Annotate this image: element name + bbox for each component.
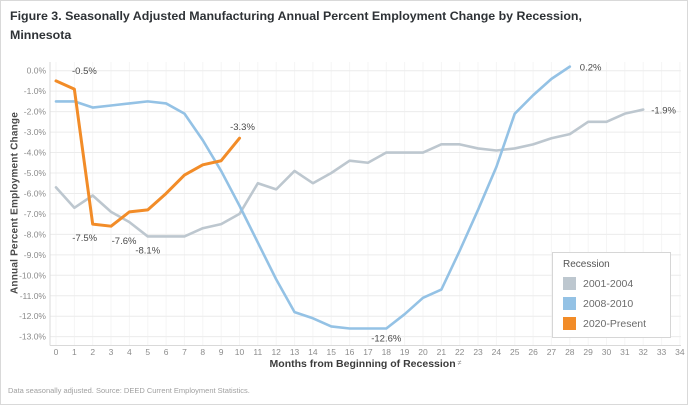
x-axis-title: Months from Beginning of Recession ≠ <box>50 358 681 370</box>
chart-title: Figure 3. Seasonally Adjusted Manufactur… <box>10 7 678 44</box>
svg-text:6: 6 <box>164 347 169 357</box>
svg-text:-6.0%: -6.0% <box>24 188 47 198</box>
axis-tick-labels: 0.0% -1.0% -2.0% -3.0% -4.0% -5.0% -6.0% -7.0% -… <box>19 66 685 357</box>
gridlines <box>50 62 681 346</box>
svg-text:30: 30 <box>602 347 612 357</box>
svg-text:19: 19 <box>400 347 410 357</box>
svg-text:31: 31 <box>620 347 630 357</box>
svg-text:32: 32 <box>638 347 648 357</box>
legend-swatch-2001-2004 <box>563 277 576 290</box>
svg-text:2: 2 <box>90 347 95 357</box>
svg-text:-8.1%: -8.1% <box>135 245 160 256</box>
svg-text:-4.0%: -4.0% <box>24 148 47 158</box>
svg-text:1: 1 <box>72 347 77 357</box>
svg-text:5: 5 <box>145 347 150 357</box>
svg-text:14: 14 <box>308 347 318 357</box>
svg-text:28: 28 <box>565 347 575 357</box>
svg-text:11: 11 <box>253 347 262 357</box>
svg-text:-13.0%: -13.0% <box>19 332 46 342</box>
svg-text:-0.5%: -0.5% <box>72 66 97 77</box>
svg-text:3: 3 <box>109 347 114 357</box>
svg-text:-10.0%: -10.0% <box>19 270 46 280</box>
legend-item-2001-2004[interactable]: 2001-2004 <box>563 277 670 290</box>
svg-text:-7.0%: -7.0% <box>24 209 47 219</box>
svg-text:-7.6%: -7.6% <box>112 236 137 247</box>
svg-text:20: 20 <box>418 347 428 357</box>
svg-text:-9.0%: -9.0% <box>24 250 47 260</box>
chart-title-line1: Figure 3. Seasonally Adjusted Manufactur… <box>10 9 582 23</box>
svg-text:12: 12 <box>271 347 281 357</box>
svg-text:-2.0%: -2.0% <box>24 107 47 117</box>
legend-item-2020-present[interactable]: 2020-Present <box>563 317 670 330</box>
legend-swatch-2020-present <box>563 317 576 330</box>
legend: Recession 2001-2004 2008-2010 2020-Prese… <box>552 252 671 338</box>
svg-text:15: 15 <box>327 347 337 357</box>
svg-text:9: 9 <box>219 347 224 357</box>
svg-text:-11.0%: -11.0% <box>20 291 47 301</box>
svg-text:23: 23 <box>473 347 483 357</box>
svg-text:29: 29 <box>583 347 593 357</box>
svg-text:13: 13 <box>290 347 300 357</box>
svg-text:-12.0%: -12.0% <box>19 311 46 321</box>
svg-text:24: 24 <box>492 347 502 357</box>
svg-text:27: 27 <box>547 347 557 357</box>
svg-text:33: 33 <box>657 347 667 357</box>
svg-text:-5.0%: -5.0% <box>24 168 47 178</box>
svg-text:-3.0%: -3.0% <box>24 127 47 137</box>
svg-text:-7.5%: -7.5% <box>72 233 97 244</box>
svg-text:0: 0 <box>54 347 59 357</box>
x-axis-title-text: Months from Beginning of Recession <box>269 358 456 370</box>
svg-text:8: 8 <box>200 347 205 357</box>
legend-label: 2001-2004 <box>583 277 634 290</box>
series-line-2001-2004 <box>54 108 645 238</box>
svg-text:-3.3%: -3.3% <box>230 122 255 133</box>
chart-title-line2: Minnesota <box>10 27 72 42</box>
svg-text:17: 17 <box>363 347 373 357</box>
legend-label: 2008-2010 <box>583 297 634 310</box>
svg-text:21: 21 <box>437 347 447 357</box>
svg-text:0.0%: 0.0% <box>27 66 47 76</box>
data-labels: -0.5% -7.5% -7.6% -3.3% -8.1% -12.6% 0.2% -1.9% <box>72 63 677 345</box>
legend-label: 2020-Present <box>583 317 647 330</box>
axes <box>49 62 681 346</box>
svg-text:4: 4 <box>127 347 132 357</box>
svg-text:25: 25 <box>510 347 520 357</box>
svg-text:-8.0%: -8.0% <box>24 229 47 239</box>
svg-text:34: 34 <box>675 347 685 357</box>
svg-text:-12.6%: -12.6% <box>371 333 402 344</box>
axis-footnote-marker: ≠ <box>457 360 462 367</box>
legend-swatch-2008-2010 <box>563 297 576 310</box>
legend-item-2008-2010[interactable]: 2008-2010 <box>563 297 670 310</box>
svg-text:7: 7 <box>182 347 187 357</box>
series-line-2008-2010 <box>54 65 572 330</box>
svg-text:-1.0%: -1.0% <box>24 86 47 96</box>
svg-text:26: 26 <box>528 347 538 357</box>
svg-text:22: 22 <box>455 347 465 357</box>
series-line-2020-present <box>54 79 241 228</box>
svg-text:10: 10 <box>235 347 245 357</box>
svg-text:18: 18 <box>382 347 392 357</box>
svg-text:16: 16 <box>345 347 355 357</box>
svg-text:-1.9%: -1.9% <box>651 106 676 117</box>
source-note: Data seasonally adjusted. Source: DEED C… <box>8 386 250 395</box>
svg-text:0.2%: 0.2% <box>580 63 602 74</box>
legend-title: Recession <box>563 259 610 270</box>
